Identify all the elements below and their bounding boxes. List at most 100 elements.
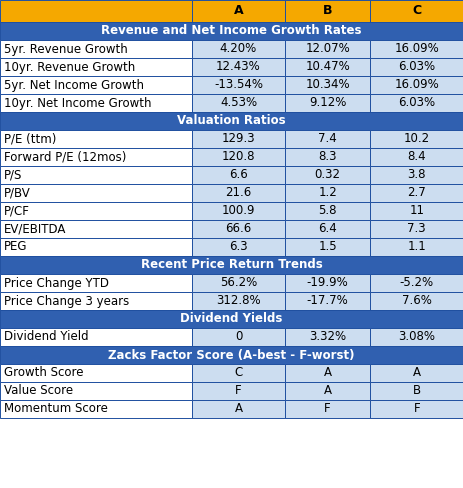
Text: 12.07%: 12.07%: [305, 42, 350, 56]
Bar: [370, 94, 463, 112]
Bar: [370, 328, 463, 346]
Text: Price Change 3 years: Price Change 3 years: [4, 294, 129, 307]
Bar: [285, 94, 370, 112]
Bar: [370, 184, 463, 202]
Bar: [0, 310, 463, 328]
Bar: [285, 166, 370, 184]
Bar: [285, 364, 370, 382]
Bar: [192, 58, 285, 76]
Text: 7.6%: 7.6%: [402, 294, 432, 307]
Text: 21.6: 21.6: [225, 186, 251, 200]
Bar: [192, 202, 285, 220]
Bar: [285, 292, 370, 310]
Text: 1.2: 1.2: [318, 186, 337, 200]
Text: Zacks Factor Score (A-best - F-worst): Zacks Factor Score (A-best - F-worst): [108, 348, 355, 362]
Bar: [370, 238, 463, 256]
Bar: [192, 0, 285, 22]
Bar: [0, 22, 463, 40]
Text: 4.20%: 4.20%: [220, 42, 257, 56]
Bar: [370, 220, 463, 238]
Bar: [285, 58, 370, 76]
Text: 6.3: 6.3: [229, 241, 248, 253]
Bar: [285, 238, 370, 256]
Bar: [285, 40, 370, 58]
Text: Recent Price Return Trends: Recent Price Return Trends: [141, 259, 322, 271]
Text: 3.08%: 3.08%: [398, 330, 435, 344]
Bar: [0, 238, 192, 256]
Text: 120.8: 120.8: [222, 150, 255, 163]
Bar: [192, 238, 285, 256]
Text: 16.09%: 16.09%: [394, 42, 439, 56]
Bar: [192, 94, 285, 112]
Text: 10.47%: 10.47%: [305, 61, 350, 74]
Text: F: F: [324, 403, 331, 415]
Bar: [370, 130, 463, 148]
Text: Dividend Yields: Dividend Yields: [180, 312, 283, 325]
Bar: [370, 76, 463, 94]
Bar: [192, 40, 285, 58]
Text: Dividend Yield: Dividend Yield: [4, 330, 88, 344]
Bar: [370, 58, 463, 76]
Text: 10yr. Revenue Growth: 10yr. Revenue Growth: [4, 61, 135, 74]
Bar: [192, 328, 285, 346]
Text: 6.03%: 6.03%: [398, 61, 435, 74]
Text: P/CF: P/CF: [4, 204, 30, 218]
Text: Momentum Score: Momentum Score: [4, 403, 108, 415]
Text: B: B: [413, 385, 421, 398]
Text: 10.2: 10.2: [404, 133, 430, 145]
Bar: [0, 202, 192, 220]
Bar: [192, 148, 285, 166]
Bar: [192, 382, 285, 400]
Bar: [192, 166, 285, 184]
Bar: [0, 364, 192, 382]
Text: 6.03%: 6.03%: [398, 97, 435, 109]
Bar: [285, 130, 370, 148]
Bar: [0, 76, 192, 94]
Bar: [192, 130, 285, 148]
Text: Revenue and Net Income Growth Rates: Revenue and Net Income Growth Rates: [101, 24, 362, 38]
Bar: [0, 400, 192, 418]
Text: 6.6: 6.6: [229, 168, 248, 182]
Bar: [0, 40, 192, 58]
Text: A: A: [324, 385, 332, 398]
Text: 5yr. Net Income Growth: 5yr. Net Income Growth: [4, 79, 144, 92]
Bar: [192, 364, 285, 382]
Text: F: F: [413, 403, 420, 415]
Text: 5yr. Revenue Growth: 5yr. Revenue Growth: [4, 42, 128, 56]
Bar: [0, 94, 192, 112]
Bar: [370, 148, 463, 166]
Bar: [0, 0, 192, 22]
Text: -13.54%: -13.54%: [214, 79, 263, 92]
Text: 7.3: 7.3: [407, 223, 426, 236]
Text: P/S: P/S: [4, 168, 22, 182]
Text: 4.53%: 4.53%: [220, 97, 257, 109]
Text: 10.34%: 10.34%: [305, 79, 350, 92]
Bar: [192, 400, 285, 418]
Text: -17.7%: -17.7%: [307, 294, 349, 307]
Bar: [285, 382, 370, 400]
Text: C: C: [412, 4, 421, 18]
Bar: [0, 148, 192, 166]
Bar: [0, 292, 192, 310]
Bar: [192, 184, 285, 202]
Text: P/BV: P/BV: [4, 186, 31, 200]
Text: 1.1: 1.1: [407, 241, 426, 253]
Bar: [0, 256, 463, 274]
Bar: [370, 382, 463, 400]
Bar: [285, 148, 370, 166]
Bar: [285, 274, 370, 292]
Text: 66.6: 66.6: [225, 223, 251, 236]
Bar: [370, 40, 463, 58]
Text: PEG: PEG: [4, 241, 27, 253]
Bar: [285, 184, 370, 202]
Bar: [285, 400, 370, 418]
Text: F: F: [235, 385, 242, 398]
Bar: [192, 76, 285, 94]
Text: -5.2%: -5.2%: [400, 277, 434, 289]
Bar: [285, 76, 370, 94]
Bar: [370, 400, 463, 418]
Text: 6.4: 6.4: [318, 223, 337, 236]
Text: 10yr. Net Income Growth: 10yr. Net Income Growth: [4, 97, 151, 109]
Bar: [0, 58, 192, 76]
Bar: [370, 0, 463, 22]
